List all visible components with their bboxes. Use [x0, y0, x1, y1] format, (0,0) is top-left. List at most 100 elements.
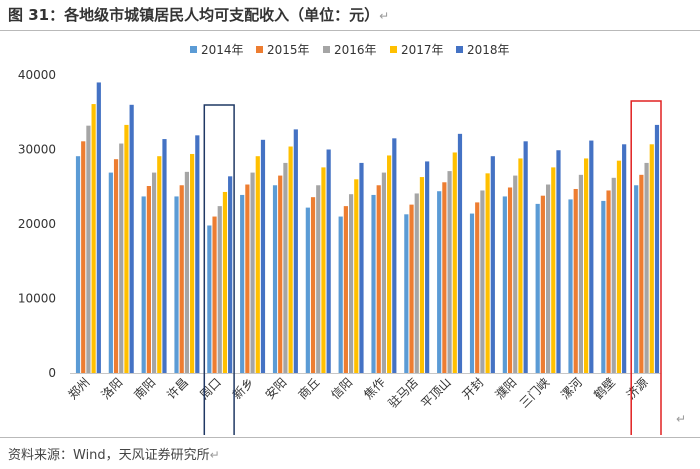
legend-swatch: [390, 45, 397, 53]
bar-2017年-郑州: [91, 104, 96, 373]
bar-2016年-漯河: [578, 174, 584, 373]
bar-2014年-鹤壁: [601, 200, 606, 373]
return-mark-icon: ↵: [676, 412, 687, 426]
x-category-label: 许昌: [164, 375, 191, 402]
bar-2015年-三门峡: [540, 195, 545, 373]
y-tick-label: 20000: [18, 217, 56, 231]
y-tick-label: 10000: [18, 292, 56, 306]
bar-2017年-焦作: [387, 155, 392, 373]
bar-2014年-新乡: [240, 194, 245, 373]
bar-2016年-焦作: [381, 172, 387, 373]
bar-2017年-许昌: [190, 153, 195, 373]
bar-2014年-洛阳: [108, 172, 113, 373]
bar-2017年-信阳: [354, 179, 359, 373]
bar-2016年-郑州: [86, 125, 91, 373]
bar-2016年-平顶山: [447, 171, 452, 373]
legend-label: 2016年: [334, 42, 377, 57]
bar-2015年-开封: [475, 202, 480, 373]
bar-2015年-周口: [212, 216, 217, 373]
bar-2014年-许昌: [174, 196, 179, 373]
legend-swatch: [190, 45, 197, 53]
bar-2018年-焦作: [392, 138, 397, 373]
bar-2014年-濮阳: [502, 196, 507, 373]
x-category-label: 驻马店: [385, 375, 421, 411]
highlight-box-周口: [203, 104, 235, 435]
x-category-label: 商丘: [295, 375, 323, 403]
bar-2016年-周口: [217, 206, 222, 373]
bar-2018年-濮阳: [523, 141, 528, 373]
bar-2015年-安阳: [278, 175, 283, 373]
bar-2018年-平顶山: [457, 133, 463, 373]
x-category-label: 周口: [197, 375, 224, 402]
return-mark-icon: ↵: [209, 448, 220, 462]
bar-2017年-平顶山: [452, 152, 457, 373]
x-category-label: 濮阳: [492, 375, 520, 403]
bar-2015年-驻马店: [409, 204, 414, 373]
bar-2018年-驻马店: [425, 161, 430, 373]
bar-2017年-洛阳: [124, 124, 129, 373]
legend-label: 2014年: [201, 42, 244, 57]
x-category-label: 焦作: [361, 375, 388, 402]
source-text: 资料来源：Wind，天风证券研究所: [8, 448, 210, 463]
y-tick-label: 40000: [18, 68, 56, 82]
x-category-label: 南阳: [131, 375, 159, 403]
bar-2016年-信阳: [348, 194, 354, 373]
chart-legend: 2014年 2015年 2016年 2017年 2018年: [0, 42, 700, 57]
bar-2018年-安阳: [293, 129, 298, 373]
bar-2017年-三门峡: [551, 167, 556, 373]
legend-label: 2018年: [467, 42, 510, 57]
bar-2015年-信阳: [343, 206, 348, 373]
bar-2018年-周口: [228, 176, 233, 373]
bar-2017年-驻马店: [419, 177, 425, 373]
x-category-label: 鹤壁: [590, 375, 618, 403]
legend-item: 2016年: [323, 42, 377, 57]
bar-2018年-南阳: [162, 139, 167, 373]
x-category-label: 平顶山: [418, 375, 453, 410]
highlight-box-济源: [630, 100, 662, 435]
legend-swatch: [256, 45, 263, 53]
legend-label: 2015年: [267, 42, 310, 57]
source-note: 资料来源：Wind，天风证券研究所↵: [8, 444, 220, 463]
x-category-label: 信阳: [328, 375, 355, 402]
bar-2015年-平顶山: [442, 182, 447, 373]
bar-2015年-济源: [639, 174, 644, 373]
bar-2017年-周口: [222, 191, 228, 373]
bar-2016年-商丘: [316, 185, 321, 373]
bar-2015年-濮阳: [507, 187, 513, 373]
bar-2014年-郑州: [75, 156, 81, 373]
legend-label: 2017年: [401, 42, 444, 57]
x-category-label: 济源: [623, 375, 651, 403]
bar-chart: 0 10000 20000 30000 40000 郑州 洛阳 南阳 许昌 周口 新乡 安阳 商丘 信阳焦…: [18, 68, 662, 435]
bar-2016年-鹤壁: [611, 177, 616, 373]
y-tick-label: 0: [48, 366, 56, 380]
bar-2016年-驻马店: [414, 193, 419, 373]
x-category-label: 三门峡: [516, 375, 552, 411]
bar-2016年-新乡: [250, 172, 255, 373]
bar-2018年-开封: [490, 156, 495, 373]
bar-2014年-济源: [634, 185, 639, 373]
bar-2014年-商丘: [305, 207, 310, 373]
bar-2016年-洛阳: [119, 143, 124, 373]
bar-2018年-商丘: [326, 149, 331, 373]
bar-2018年-许昌: [195, 135, 200, 373]
bar-2014年-焦作: [371, 194, 376, 373]
bar-2014年-信阳: [338, 216, 343, 373]
bar-2016年-安阳: [283, 162, 288, 373]
bar-2014年-漯河: [568, 199, 573, 373]
title-bar: 图 31：各地级市城镇居民人均可支配收入（单位：元）↵: [0, 0, 700, 31]
bar-2018年-漯河: [589, 140, 594, 373]
bar-2015年-焦作: [376, 185, 381, 373]
legend-item: 2017年: [390, 42, 444, 57]
x-category-label: 开封: [460, 375, 487, 402]
x-category-label: 安阳: [262, 375, 290, 403]
legend-item: 2014年: [190, 42, 244, 57]
bar-2017年-开封: [485, 173, 490, 373]
legend-swatch: [323, 45, 330, 53]
bar-2016年-开封: [480, 190, 485, 373]
bar-2017年-安阳: [288, 146, 293, 373]
bar-2016年-濮阳: [513, 175, 518, 373]
bar-2015年-洛阳: [113, 159, 119, 373]
legend-item: 2015年: [256, 42, 310, 57]
bar-2014年-周口: [207, 225, 212, 373]
bar-2016年-许昌: [184, 171, 190, 373]
